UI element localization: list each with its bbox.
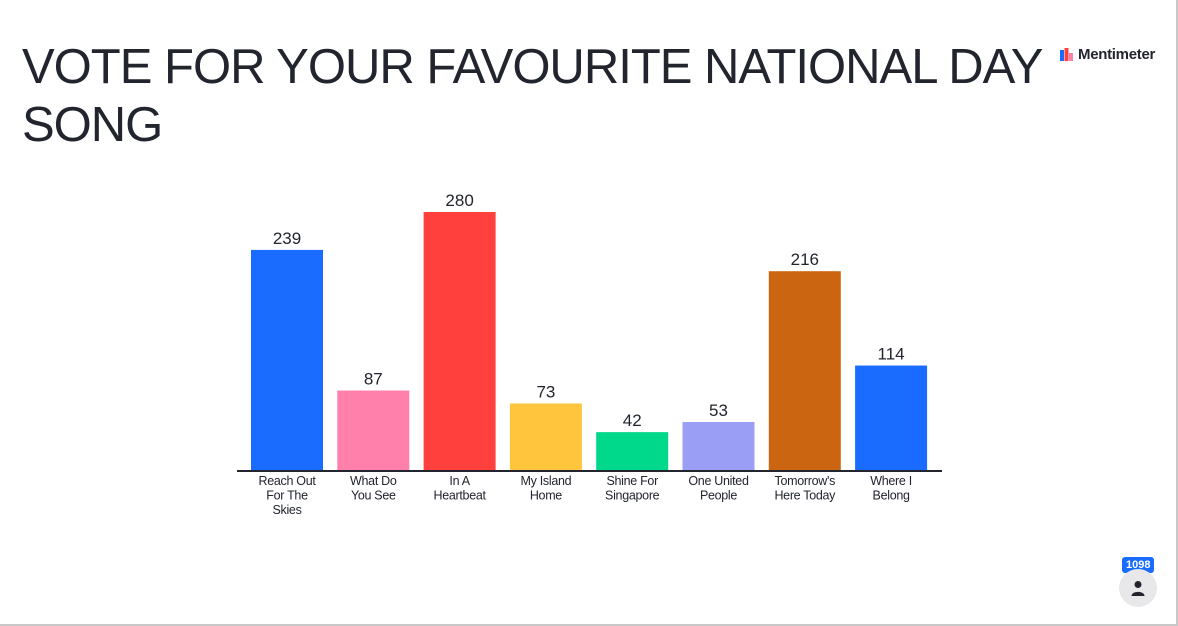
category-label: What Do You See — [350, 474, 397, 503]
participant-count-badge: 1098 — [1122, 557, 1155, 573]
category-label-line: Shine For — [606, 474, 658, 488]
category-label-line: Here Today — [774, 489, 836, 503]
category-label-line: Where I — [870, 474, 912, 488]
bar-value-label: 87 — [364, 370, 383, 389]
category-label: In A Heartbeat — [433, 474, 486, 503]
person-icon — [1131, 581, 1145, 596]
category-label: My Island Home — [521, 474, 572, 503]
bar-value-label: 73 — [536, 382, 555, 401]
category-label-line: Tomorrow's — [775, 474, 836, 488]
category-label-line: Heartbeat — [433, 489, 486, 503]
brand-logo: Mentimeter — [1060, 46, 1155, 63]
bar-3 — [423, 212, 496, 471]
category-label-line: One United — [688, 474, 749, 488]
bar-value-label: 42 — [623, 411, 642, 430]
category-label-line: You See — [351, 489, 396, 503]
category-label-line: What Do — [350, 474, 397, 488]
bar-6 — [682, 421, 755, 471]
bar-1 — [251, 249, 323, 471]
bar-7 — [768, 271, 841, 471]
bar-value-label: 239 — [273, 229, 301, 248]
category-label-line: Singapore — [605, 489, 660, 503]
bar-2 — [337, 390, 410, 471]
bar-value-label: 280 — [445, 191, 473, 210]
bar-5 — [596, 432, 669, 471]
category-label-line: Home — [530, 489, 562, 503]
slide-title: VOTE FOR YOUR FAVOURITE NATIONAL DAY SON… — [22, 40, 1043, 152]
bar-value-label: 53 — [709, 401, 728, 420]
category-label-line: Belong — [873, 489, 910, 503]
category-label-line: For The — [266, 489, 308, 503]
category-label-line: Skies — [272, 503, 301, 517]
category-label: Shine For Singapore — [605, 474, 660, 503]
category-label: Reach Out For The Skies — [258, 474, 316, 517]
category-label-line: My Island — [521, 474, 572, 488]
category-label: Where I Belong — [870, 474, 912, 503]
participant-counter[interactable]: 1098 — [1119, 557, 1159, 607]
category-label-line: In A — [449, 474, 470, 488]
brand-name: Mentimeter — [1078, 46, 1156, 63]
participant-avatar[interactable] — [1119, 569, 1157, 607]
category-label: One United People — [688, 474, 749, 503]
category-label-line: Reach Out — [258, 474, 316, 488]
mentimeter-logo-icon — [1060, 48, 1073, 61]
bar-value-label: 114 — [878, 345, 905, 364]
bar-8 — [855, 365, 928, 471]
category-label: Tomorrow's Here Today — [774, 474, 836, 503]
bar-value-label: 216 — [791, 250, 819, 269]
category-label-line: People — [700, 489, 737, 503]
bar-4 — [509, 403, 582, 471]
